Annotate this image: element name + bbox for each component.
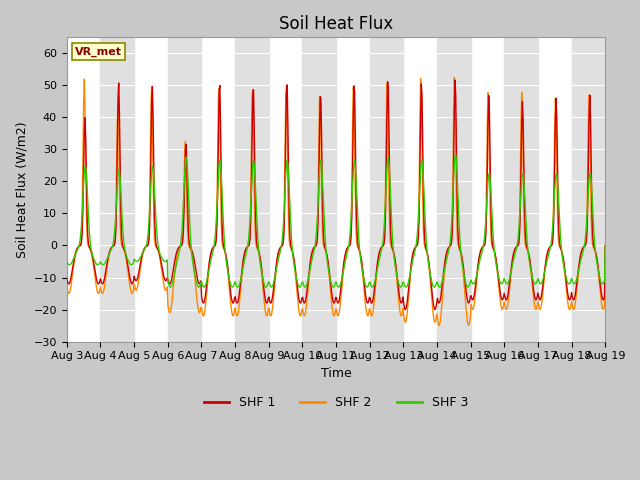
- Bar: [504, 37, 538, 342]
- Title: Soil Heat Flux: Soil Heat Flux: [279, 15, 393, 33]
- Bar: [572, 37, 605, 342]
- Legend: SHF 1, SHF 2, SHF 3: SHF 1, SHF 2, SHF 3: [199, 391, 473, 414]
- Bar: [370, 37, 403, 342]
- Bar: [235, 37, 269, 342]
- Bar: [100, 37, 134, 342]
- Y-axis label: Soil Heat Flux (W/m2): Soil Heat Flux (W/m2): [15, 121, 28, 258]
- Bar: [437, 37, 470, 342]
- Text: VR_met: VR_met: [75, 47, 122, 57]
- X-axis label: Time: Time: [321, 367, 351, 380]
- Bar: [302, 37, 336, 342]
- Bar: [168, 37, 202, 342]
